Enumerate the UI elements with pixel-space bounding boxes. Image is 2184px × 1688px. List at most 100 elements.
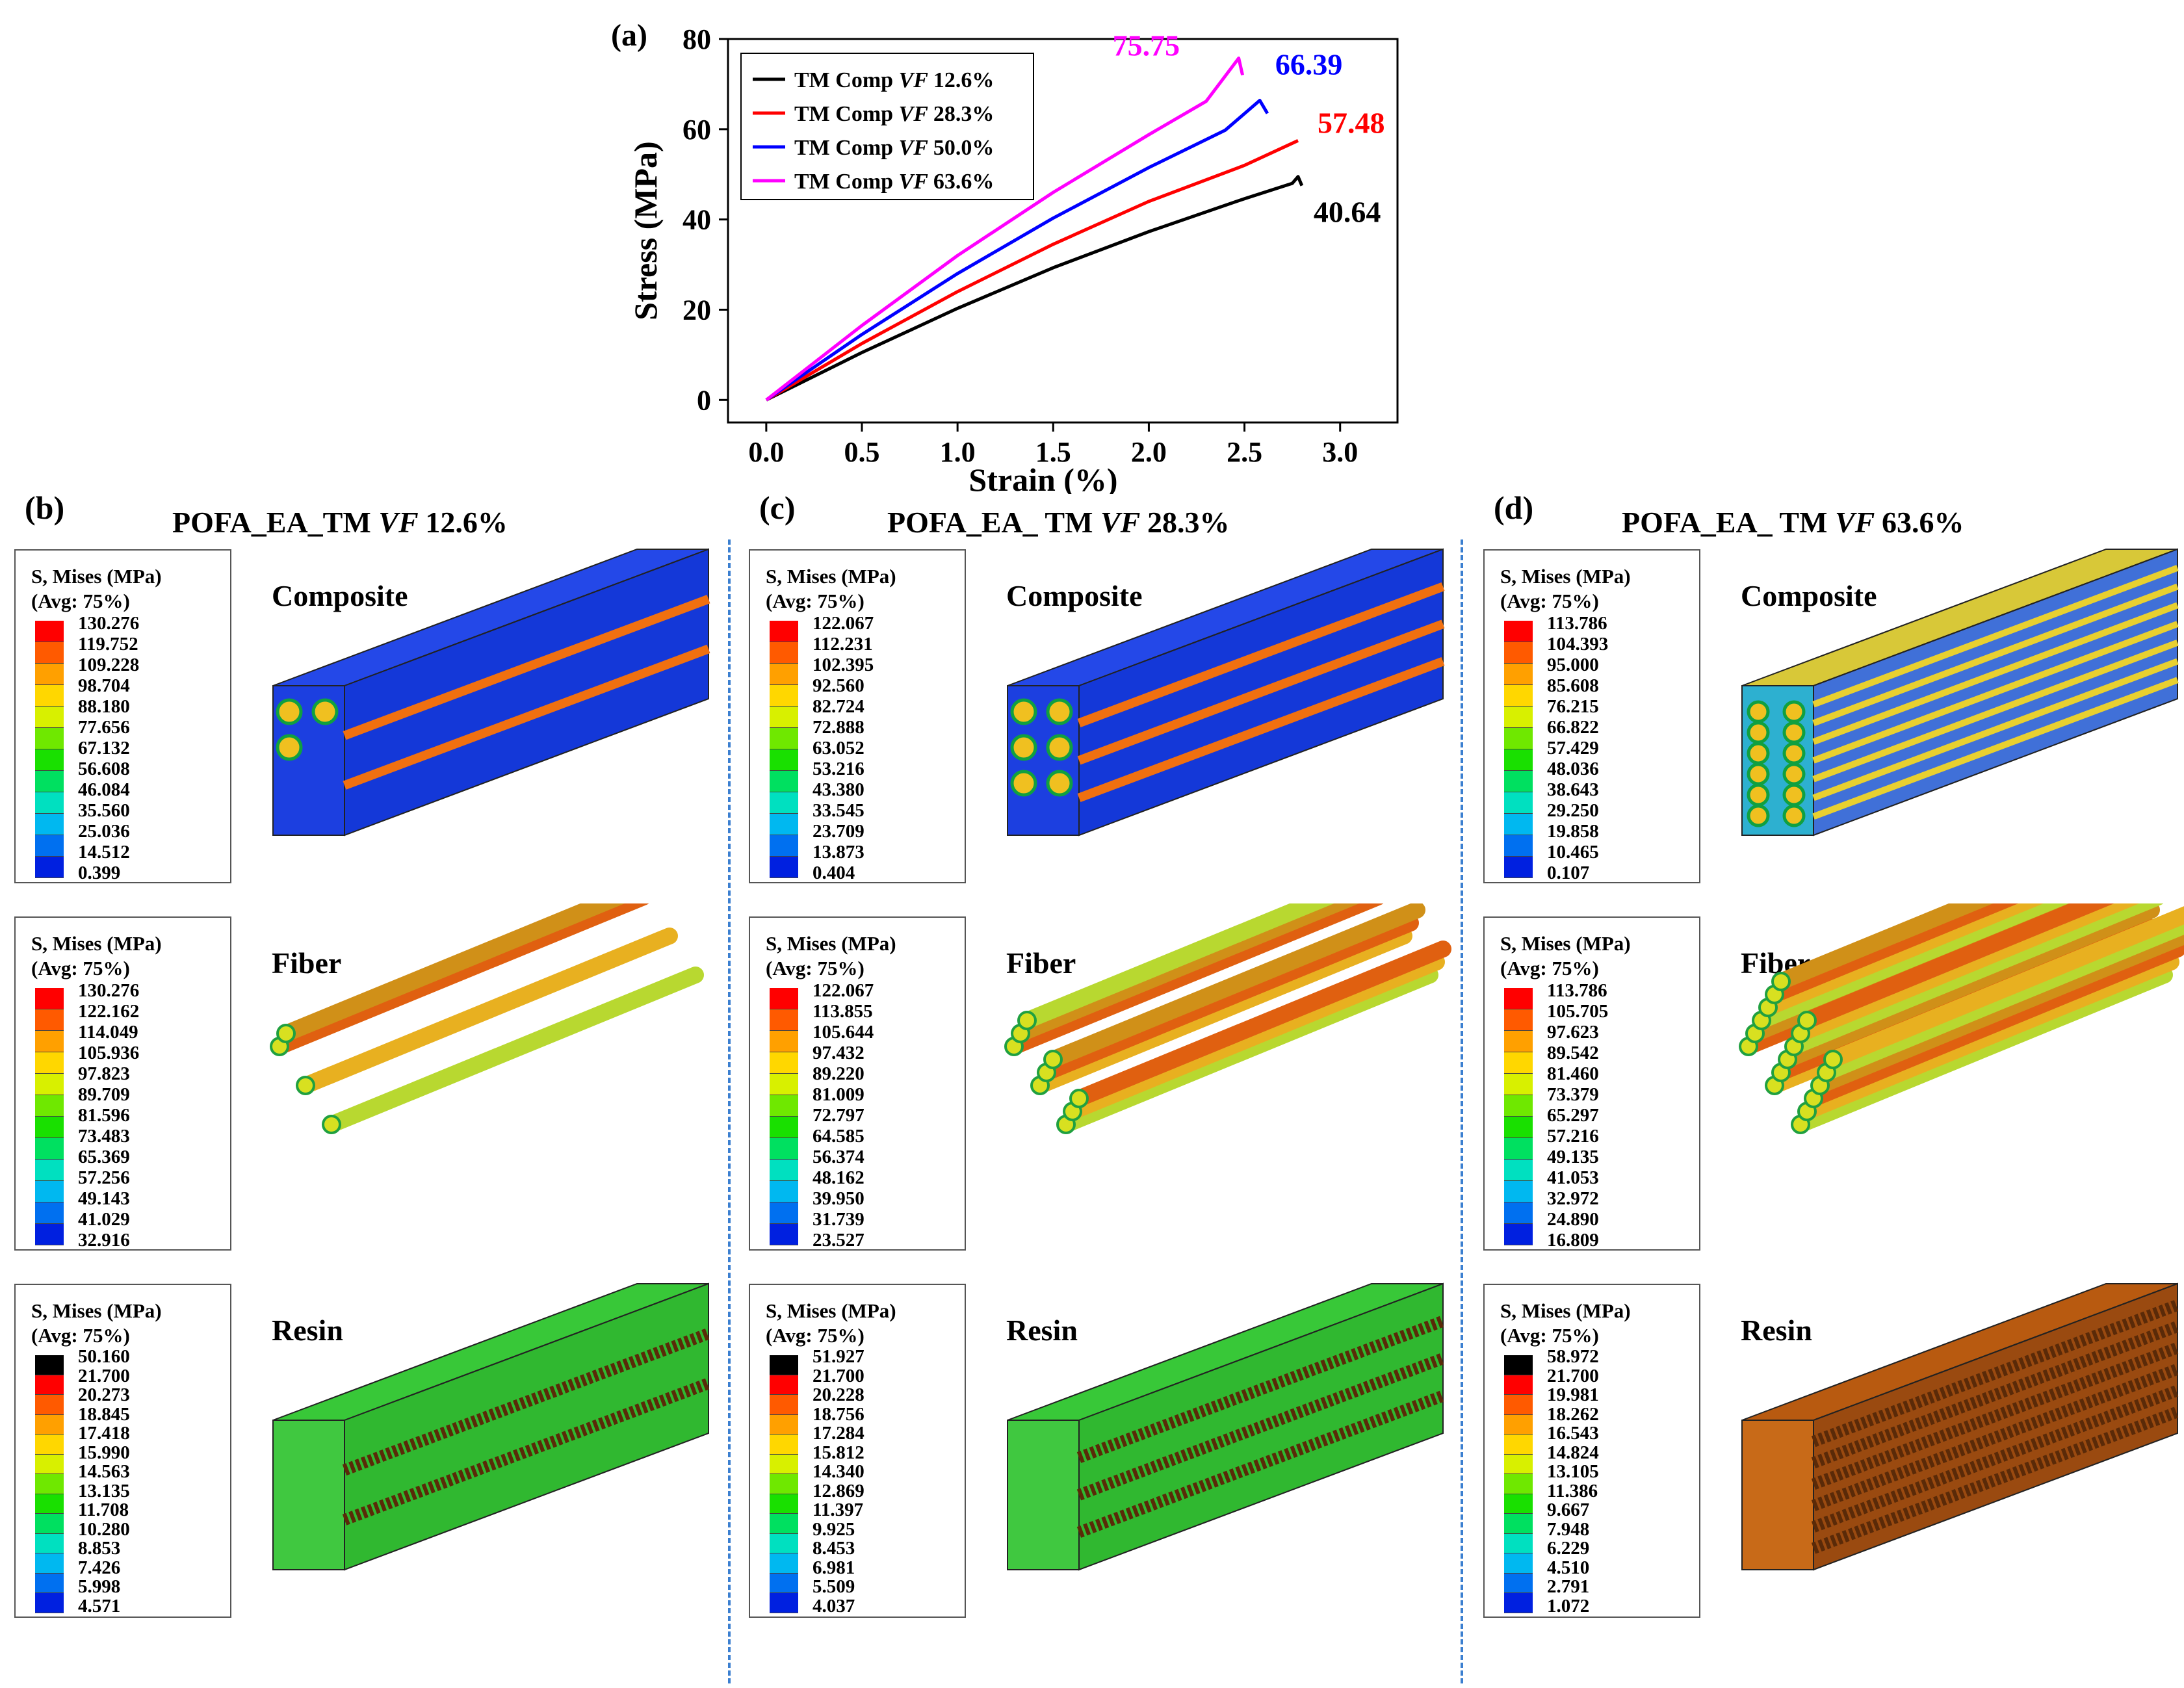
color-scale-swatch (35, 1454, 64, 1475)
stress-legend-resin: S, Mises (MPa) (Avg: 75%) 51.927 21.700 20.2… (749, 1284, 966, 1618)
fiber-rod (1825, 906, 2184, 1068)
legend-value: 14.512 (78, 842, 130, 863)
legend-average: (Avg: 75%) (1500, 957, 1599, 980)
series-lines (765, 57, 1304, 402)
legend-values: 122.067 112.231 102.395 92.560 82.724 72.888 6… (812, 613, 874, 883)
legend-value: 18.262 (1547, 1403, 1599, 1425)
color-scale (1504, 988, 1533, 1245)
panel-title-vf: VF (1100, 506, 1147, 539)
series-end-label: 57.48 (1318, 106, 1385, 139)
stress-legend-fiber: S, Mises (MPa) (Avg: 75%) 130.276 122.162 11… (14, 916, 231, 1251)
color-scale-swatch (770, 749, 798, 771)
render-holder (988, 536, 1482, 877)
fiber-stripe (343, 644, 710, 790)
legend-value: 81.596 (78, 1105, 130, 1126)
color-scale-swatch (770, 728, 798, 749)
legend-value: 53.216 (812, 759, 864, 779)
legend-value: 12.869 (812, 1480, 864, 1501)
fiber-rod (1045, 902, 1425, 1068)
color-scale-swatch (35, 1395, 64, 1415)
fiber-end-cap (311, 698, 339, 725)
fiber-end-cap (1747, 762, 1770, 786)
color-scale-swatch (1504, 988, 1533, 1009)
legend-value: 89.542 (1547, 1043, 1599, 1063)
legend-value: 130.276 (78, 980, 140, 1001)
panel-title: POFA_EA_TM VF 12.6% (172, 505, 508, 539)
resin-render (272, 1282, 711, 1571)
color-scale-swatch (770, 1355, 798, 1375)
legend-value: 43.380 (812, 779, 864, 800)
color-scale-swatch (770, 988, 798, 1009)
panel-divider-right (1461, 539, 1463, 1683)
legend-values: 122.067 113.855 105.644 97.432 89.220 81.009 7… (812, 980, 874, 1251)
x-axis-label: Strain (%) (968, 461, 1117, 494)
color-scale-swatch (35, 1414, 64, 1435)
legend-value: 48.162 (812, 1167, 864, 1188)
legend-values: 58.972 21.700 19.981 18.262 16.543 14.824 13.1… (1547, 1347, 1599, 1616)
color-scale-swatch (770, 685, 798, 707)
legend-value: 13.873 (812, 842, 864, 863)
legend-value: 63.052 (812, 738, 864, 759)
fiber-rod (1812, 928, 2184, 1094)
color-scale-swatch (1504, 1355, 1533, 1375)
color-scale-swatch (770, 664, 798, 685)
color-scale-swatch (35, 1074, 64, 1095)
color-scale-swatch (1504, 1095, 1533, 1117)
fiber-render (1739, 824, 2184, 1134)
color-scale-swatch (1504, 1224, 1533, 1245)
color-scale-swatch (1504, 1052, 1533, 1074)
legend-value: 65.297 (1547, 1105, 1599, 1126)
color-scale-swatch (1504, 1593, 1533, 1613)
section-label: Resin (272, 1314, 343, 1347)
legend-value: 6.229 (1547, 1538, 1590, 1559)
legend-frame (740, 53, 1034, 200)
legend-value: 29.250 (1547, 800, 1599, 821)
legend-value: 102.395 (812, 655, 874, 675)
fiber-rod (271, 889, 652, 1055)
legend-value: 73.379 (1547, 1084, 1599, 1105)
legend-value: 49.143 (78, 1188, 130, 1209)
legend-value: 81.460 (1547, 1063, 1599, 1084)
section-label: Resin (1006, 1314, 1078, 1347)
section-label: Composite (1006, 579, 1143, 612)
legend-value: 105.705 (1547, 1001, 1609, 1022)
legend-value: 46.084 (78, 779, 130, 800)
color-scale-swatch (770, 621, 798, 642)
color-scale-swatch (770, 1181, 798, 1202)
legend-value: 98.704 (78, 675, 130, 696)
legend-average: (Avg: 75%) (1500, 1324, 1599, 1347)
series-line-63-6pct (765, 57, 1245, 402)
color-scale-swatch (770, 1009, 798, 1031)
legend-value: 13.135 (78, 1480, 130, 1501)
legend-value: 130.276 (78, 613, 140, 634)
legend-average: (Avg: 75%) (31, 590, 130, 612)
color-scale-swatch (770, 1435, 798, 1455)
legend-value: 10.280 (78, 1518, 130, 1540)
legend-value: 57.216 (1547, 1126, 1599, 1147)
fiber-rod (323, 967, 704, 1133)
section-label: Fiber (272, 946, 342, 980)
legend-average: (Avg: 75%) (31, 1324, 130, 1347)
color-scale-swatch (1504, 749, 1533, 771)
legend-value: 112.231 (812, 634, 873, 655)
legend-value: 2.791 (1547, 1576, 1590, 1598)
legend-average: (Avg: 75%) (31, 957, 130, 980)
legend-value: 4.571 (78, 1595, 121, 1617)
color-scale-swatch (35, 857, 64, 878)
fiber-end-cap (1046, 770, 1073, 797)
legend-title: S, Mises (MPa) (1500, 565, 1631, 588)
legend-value: 81.009 (812, 1084, 864, 1105)
legend-value: 0.404 (812, 863, 855, 883)
series-end-label: 40.64 (1314, 196, 1381, 229)
legend-value: 7.948 (1547, 1518, 1590, 1540)
color-scale-swatch (770, 1224, 798, 1245)
fiber-end-cap (1010, 698, 1037, 725)
legend-value: 6.981 (812, 1557, 855, 1578)
color-scale-swatch (35, 988, 64, 1009)
color-scale-swatch (35, 1375, 64, 1396)
stress-legend-composite: S, Mises (MPa) (Avg: 75%) 122.067 112.231 10… (749, 549, 966, 883)
legend-value: 114.049 (78, 1022, 138, 1043)
fiber-stripe (1077, 619, 1445, 765)
legend-value: 39.950 (812, 1188, 864, 1209)
fiber-rod-end (1797, 1011, 1817, 1030)
